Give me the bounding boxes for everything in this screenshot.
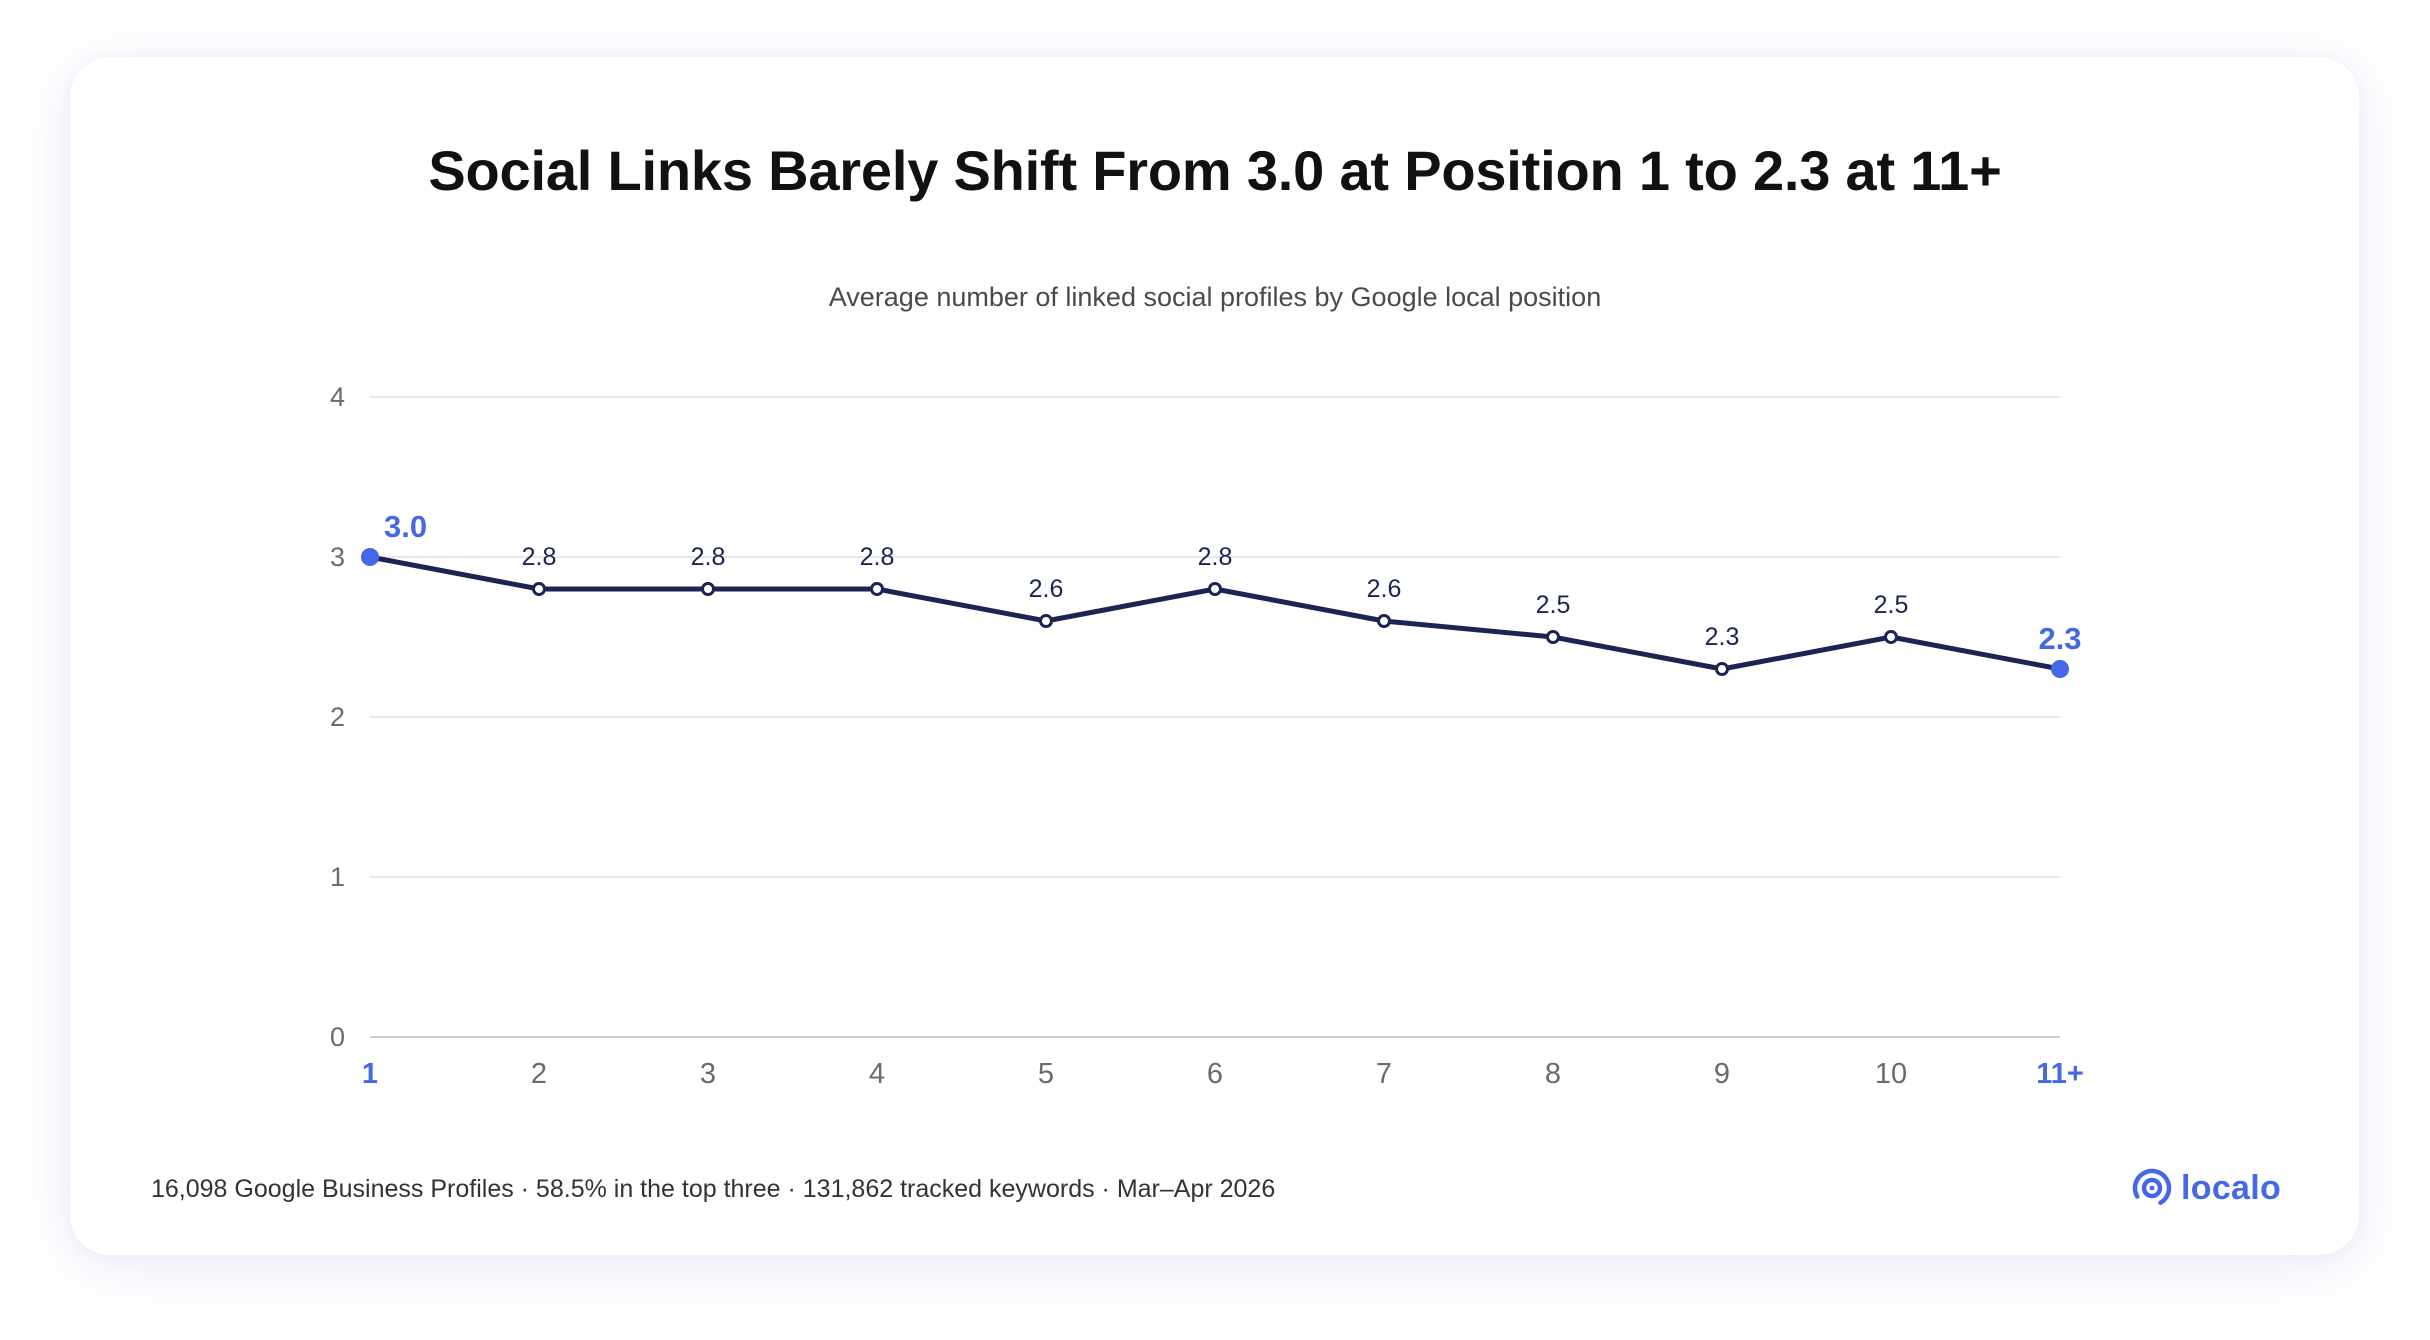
x-tick-label: 11+ [2036,1058,2084,1090]
data-point [1377,614,1391,628]
data-labels: 3.0 2.8 2.8 2.8 2.6 2.8 2.6 2.5 2.3 2.5 2.3 [384,509,2082,656]
brand-logo: localo [2131,1163,2281,1213]
data-label: 2.5 [1874,591,1909,619]
x-tick-label: 2 [531,1058,547,1090]
series-line [367,554,2063,672]
data-point [1039,614,1053,628]
grid-lines [370,396,2060,1038]
data-label: 2.8 [522,543,557,571]
data-label: 3.0 [384,509,427,544]
y-axis-ticks: 0 1 2 3 4 [330,382,345,1052]
x-tick-label: 3 [700,1058,716,1090]
data-point [1715,662,1729,676]
data-point-highlight [361,548,379,566]
x-tick-label: 10 [1875,1058,1907,1090]
data-point [1546,630,1560,644]
x-tick-label: 9 [1714,1058,1730,1090]
x-tick-label: 8 [1545,1058,1561,1090]
data-points [361,548,2069,678]
data-point-highlight [2051,660,2069,678]
data-point [1208,582,1222,596]
data-point [532,582,546,596]
x-tick-label: 6 [1207,1058,1223,1090]
data-point [870,582,884,596]
data-label: 2.6 [1029,575,1064,603]
chart-card [70,57,2359,1255]
data-label: 2.6 [1367,575,1402,603]
data-point [701,582,715,596]
y-tick-label: 0 [330,1022,345,1052]
data-label: 2.5 [1536,591,1571,619]
data-point [1884,630,1898,644]
data-label: 2.3 [2038,621,2081,656]
y-tick-label: 1 [330,862,345,892]
x-tick-label: 5 [1038,1058,1054,1090]
data-label: 2.8 [860,543,895,571]
localo-logo-icon [2132,1168,2172,1208]
chart-subtitle: Average number of linked social profiles… [828,282,1602,312]
y-tick-label: 3 [330,542,345,572]
x-tick-label: 4 [869,1058,885,1090]
y-tick-label: 4 [330,382,345,412]
x-tick-label: 7 [1376,1058,1392,1090]
footer-note: 16,098 Google Business Profiles · 58.5% … [151,1175,1276,1203]
data-label: 2.3 [1705,623,1740,651]
x-tick-label: 1 [362,1058,378,1090]
data-label: 2.8 [691,543,726,571]
chart-title: Social Links Barely Shift From 3.0 at Po… [428,139,2002,202]
logo-wordmark: localo [2181,1168,2282,1207]
y-tick-label: 2 [330,702,345,732]
x-axis-ticks: 1 2 3 4 5 6 7 8 9 10 11+ [362,1058,2084,1090]
data-label: 2.8 [1198,543,1233,571]
